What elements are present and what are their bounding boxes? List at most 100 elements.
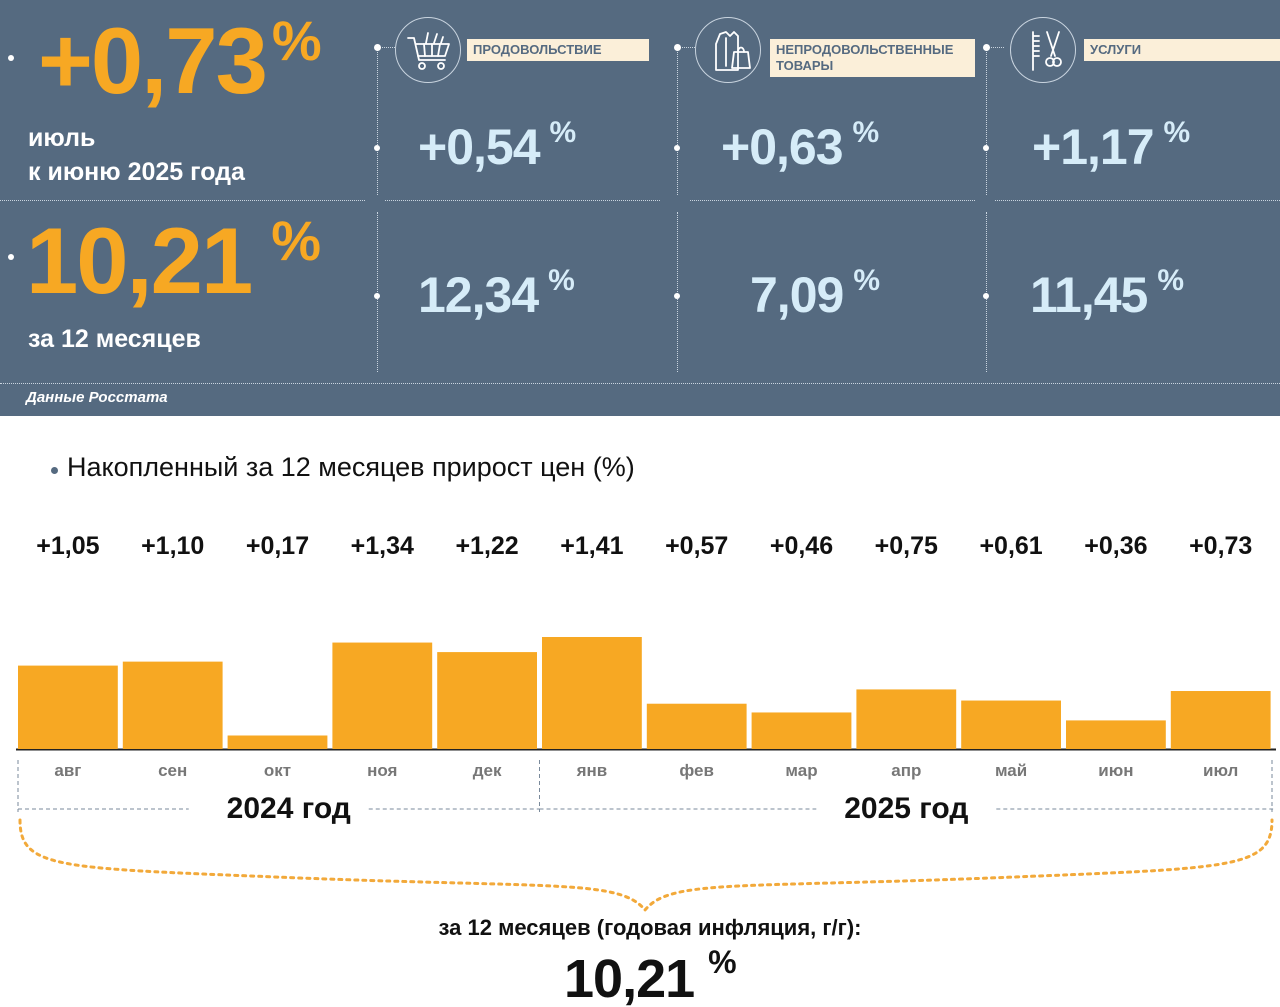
bullet-dot [983,145,989,151]
bar-июн [1066,720,1166,749]
food-annual-value: 12,34% [418,264,575,323]
divider-vertical [377,212,378,372]
nonfood-monthly-unit: % [852,116,880,149]
bullet-dot [983,44,990,51]
value-label-июл: +0,73 [1189,532,1252,560]
month-label-июн: июн [1098,761,1133,780]
value-label-фев: +0,57 [665,532,728,560]
title-bullet [51,467,58,474]
bullet-dot [674,293,680,299]
bullet-dot [374,293,380,299]
food-annual-unit: % [548,264,575,297]
month-label-сен: сен [158,761,187,780]
food-annual-number: 12,34 [418,267,539,323]
value-label-июн: +0,36 [1084,532,1147,560]
bar-июл [1170,691,1271,749]
connector [677,47,695,48]
category-label-nonfood: НЕПРОДОВОЛЬСТВЕННЫЕ ТОВАРЫ [770,39,975,77]
nonfood-annual-unit: % [853,264,880,297]
bar-янв [542,637,642,749]
connector [377,47,395,48]
month-label-авг: авг [54,761,81,780]
bullet-dot [8,55,14,61]
month-label-апр: апр [891,761,921,780]
bullet-dot [674,44,681,51]
annual-inflation-unit: % [271,209,321,272]
value-label-янв: +1,41 [560,532,623,560]
bullet-dot [8,254,14,260]
bar-авг [18,665,118,749]
food-monthly-value: +0,54% [418,116,576,175]
divider-source [0,383,1280,384]
divider-vertical [677,212,678,372]
category-label-nonfood-line2: ТОВАРЫ [776,58,834,73]
caption-month: июль [28,124,96,152]
month-label-янв: янв [576,761,608,780]
month-label-фев: фев [679,761,714,780]
month-label-мар: мар [785,761,817,780]
bar-сен [122,661,223,749]
summary-panel: +0,73% июль к июню 2025 года 10,21% за 1… [0,0,1280,416]
services-annual-value: 11,45% [1030,264,1184,323]
year-label: 2025 год [844,792,968,825]
bar-окт [227,735,328,749]
value-label-мар: +0,46 [770,532,833,560]
services-monthly-value: +1,17% [1032,116,1190,172]
bar-фев [646,703,747,749]
bar-ноя [332,642,433,749]
divider-vertical [986,212,987,372]
monthly-inflation-caption: июль к июню 2025 года [28,121,245,189]
divider-vertical [377,47,378,195]
month-label-май: май [995,761,1027,780]
bar-апр [856,689,957,749]
chart-title: Накопленный за 12 месяцев прирост цен (%… [67,452,635,482]
category-label-food: ПРОДОВОЛЬСТВИЕ [467,39,649,61]
month-label-дек: дек [473,761,502,780]
month-label-июл: июл [1203,761,1238,780]
monthly-inflation-number: +0,73 [38,8,268,113]
bar-мар [751,712,852,749]
bullet-dot [374,145,380,151]
connector [986,47,1004,48]
value-label-апр: +0,75 [875,532,938,560]
services-monthly-unit: % [1163,116,1191,149]
food-monthly-number: +0,54 [418,119,541,175]
annual-inflation-total-number: 10,21 [564,949,695,1007]
nonfood-monthly-number: +0,63 [721,119,844,175]
food-monthly-unit: % [549,116,577,149]
category-label-nonfood-line1: НЕПРОДОВОЛЬСТВЕННЫЕ [776,42,954,57]
caption-period: к июню 2025 года [28,158,245,186]
month-label-ноя: ноя [367,761,397,780]
monthly-inflation-value: +0,73% [38,9,322,108]
month-label-окт: окт [264,761,291,780]
divider-horizontal [690,200,975,201]
services-annual-unit: % [1157,264,1184,297]
services-annual-number: 11,45 [1030,267,1148,323]
value-label-ноя: +1,34 [351,532,414,560]
nonfood-annual-number: 7,09 [750,267,844,323]
nonfood-annual-value: 7,09% [750,264,880,323]
bar-chart: +1,05 +1,10 +0,17 +1,34 +1,22 +1,41 +0,57 +0,46… [16,532,1276,913]
comb-scissors-icon [1010,17,1076,83]
value-label-авг: +1,05 [36,532,99,560]
value-label-окт: +0,17 [246,532,309,560]
annual-inflation-caption: за 12 месяцев [28,325,201,353]
divider-horizontal [0,200,365,201]
monthly-inflation-unit: % [271,9,322,72]
value-label-дек: +1,22 [455,532,518,560]
bar-май [961,700,1061,749]
annual-inflation-total: 10,21% [564,944,737,1007]
nonfood-monthly-value: +0,63% [721,116,879,175]
divider-vertical [986,47,987,195]
bar-дек [437,652,537,749]
clothes-bag-icon [695,17,761,83]
annual-inflation-value: 10,21% [26,209,321,308]
bullet-dot [983,293,989,299]
value-label-май: +0,61 [979,532,1042,560]
shopping-cart-icon [395,17,461,83]
annual-inflation-total-unit: % [708,944,736,980]
divider-vertical [677,47,678,195]
bullet-dot [674,145,680,151]
data-source: Данные Росстата [26,389,168,406]
category-label-services: УСЛУГИ [1084,39,1280,61]
